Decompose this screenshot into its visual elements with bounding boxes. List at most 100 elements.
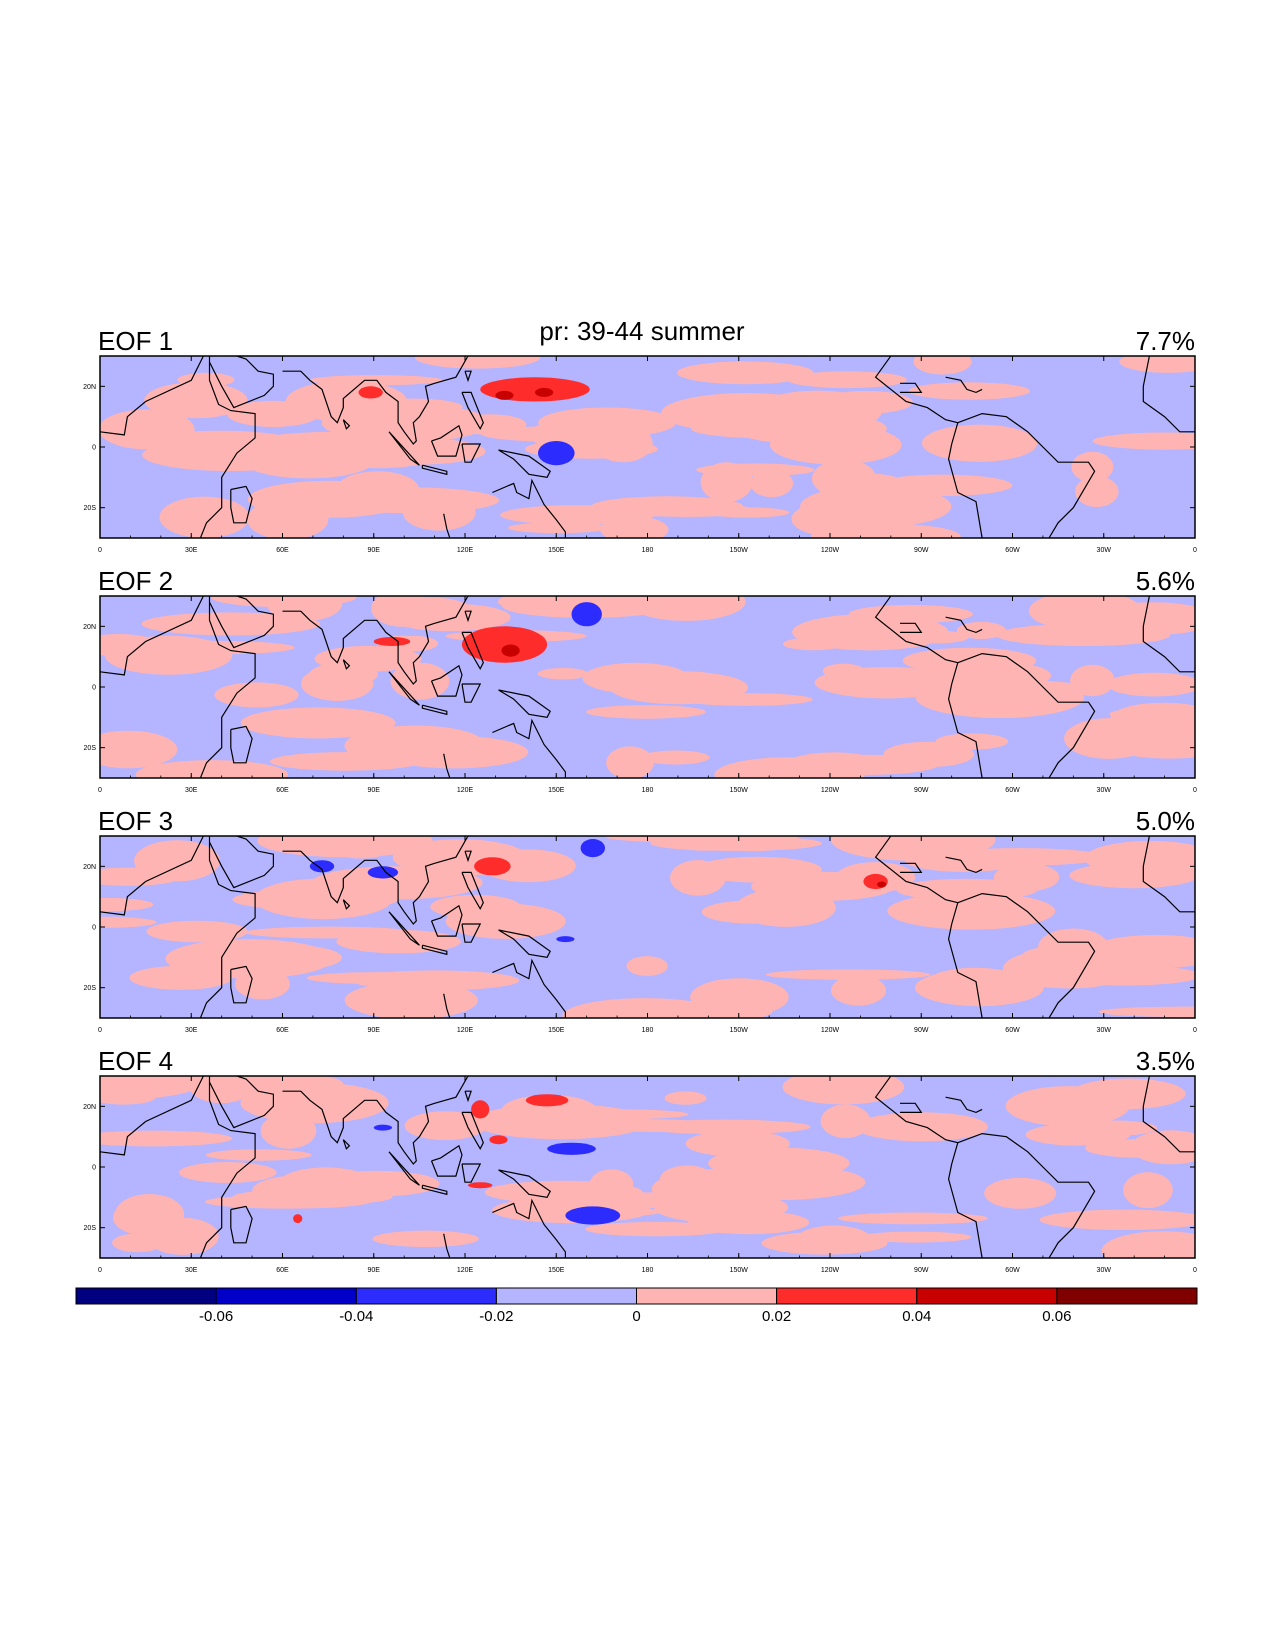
x-tick-label: 150W — [730, 1027, 749, 1034]
coastline — [461, 871, 484, 911]
panel-label: EOF 4 — [98, 1046, 173, 1076]
coastline — [464, 850, 472, 863]
x-tick-label: 90W — [914, 547, 929, 554]
x-tick-label: 150E — [548, 787, 565, 794]
weak-positive-patch — [1002, 949, 1117, 988]
positive-anomaly — [471, 1100, 490, 1119]
map-field — [100, 836, 1195, 1018]
coastline — [443, 1233, 451, 1258]
negative-anomaly — [580, 839, 605, 858]
weak-positive-patch — [858, 1231, 972, 1243]
colorbar-swatch — [1056, 1287, 1198, 1305]
coastline — [945, 616, 983, 634]
weak-positive-patch — [855, 1112, 988, 1142]
weak-positive-patch — [751, 871, 895, 901]
x-tick-label: 60E — [276, 1267, 289, 1274]
weak-positive-patch — [507, 522, 608, 534]
colorbar-swatch — [495, 1287, 637, 1305]
x-tick-label: 60W — [1005, 1267, 1020, 1274]
x-tick-label: 180 — [642, 547, 654, 554]
weak-positive-patch — [600, 516, 669, 538]
weak-positive-patch — [100, 897, 154, 912]
coastline — [208, 596, 274, 649]
coastline — [498, 1169, 551, 1198]
coastline — [464, 370, 472, 383]
coastline — [421, 464, 448, 476]
coastline — [199, 1076, 256, 1258]
weak-positive-patch — [819, 390, 913, 414]
colorbar-label: -0.06 — [199, 1308, 233, 1325]
x-tick-label: 0 — [98, 1027, 102, 1034]
x-tick-label: 120E — [457, 1027, 474, 1034]
weak-positive-patch — [680, 693, 813, 706]
coastline — [498, 689, 551, 718]
coastline — [199, 836, 256, 1018]
weak-positive-patch — [372, 1230, 479, 1248]
weak-positive-patch — [582, 662, 689, 694]
coastline — [443, 753, 451, 778]
weak-positive-patch — [379, 736, 529, 769]
weak-positive-patch — [1039, 1209, 1195, 1230]
weak-positive-patch — [1130, 1130, 1195, 1165]
weak-positive-patch — [144, 382, 248, 419]
x-tick-label: 0 — [98, 547, 102, 554]
coastline — [421, 704, 448, 716]
weak-positive-patch — [984, 1177, 1057, 1209]
y-tick-label: 20S — [84, 505, 97, 512]
weak-positive-patch — [186, 1076, 257, 1104]
weak-positive-patch — [586, 705, 706, 719]
coastline — [100, 356, 204, 436]
weak-positive-patch — [211, 596, 357, 608]
weak-positive-patch — [1098, 1006, 1195, 1017]
weak-positive-patch — [1064, 718, 1154, 759]
colorbar-label: 0.02 — [762, 1308, 791, 1325]
y-tick-label: 0 — [92, 685, 96, 692]
weak-positive-patch — [100, 867, 183, 886]
coastline — [388, 1151, 420, 1186]
x-tick-label: 180 — [642, 787, 654, 794]
coastline — [421, 944, 448, 956]
x-tick-label: 30W — [1097, 547, 1112, 554]
y-tick-label: 20S — [84, 1225, 97, 1232]
coastline — [945, 376, 983, 394]
y-tick-label: 0 — [92, 925, 96, 932]
positive-anomaly — [373, 637, 411, 646]
y-tick-label: 0 — [92, 445, 96, 452]
weak-positive-patch — [1109, 706, 1195, 722]
weak-positive-patch — [791, 754, 939, 775]
eof-panel-3: 0 30E 60E 90E 120E 150E 180 150W 120W 90W 60W 30W 0 2… — [83, 806, 1197, 1034]
panel-label: EOF 1 — [98, 326, 173, 356]
weak-positive-patch — [691, 419, 856, 439]
weak-positive-patch — [1069, 862, 1195, 889]
coastline — [199, 356, 256, 538]
x-tick-label: 90E — [368, 547, 381, 554]
coastline — [282, 836, 469, 925]
coastline — [464, 1090, 472, 1103]
negative-anomaly — [571, 602, 602, 627]
x-tick-label: 0 — [1193, 1027, 1197, 1034]
weak-positive-patch — [765, 969, 931, 980]
weak-positive-patch — [838, 1212, 989, 1225]
negative-anomaly — [556, 936, 575, 943]
x-tick-label: 0 — [98, 1267, 102, 1274]
coastline — [492, 958, 566, 1018]
weak-positive-patch — [782, 1076, 905, 1105]
coastline — [100, 596, 204, 676]
coastline — [498, 449, 551, 478]
eof-panel-4: 0 30E 60E 90E 120E 150E 180 150W 120W 90W 60W 30W 0 2… — [83, 1046, 1197, 1274]
coastline — [100, 836, 204, 916]
x-tick-label: 30E — [185, 1267, 198, 1274]
x-tick-label: 120E — [457, 787, 474, 794]
weak-positive-patch — [165, 939, 333, 979]
coastline — [388, 911, 420, 946]
coastline — [282, 356, 469, 445]
weak-positive-patch — [696, 463, 815, 477]
colorbar-label: 0.06 — [1042, 1308, 1071, 1325]
coastline — [421, 1184, 448, 1196]
coastline — [945, 1096, 983, 1114]
coastline — [461, 683, 482, 703]
weak-positive-patch — [676, 361, 814, 385]
colorbar-swatch — [355, 1287, 497, 1305]
weak-positive-patch — [247, 499, 329, 538]
